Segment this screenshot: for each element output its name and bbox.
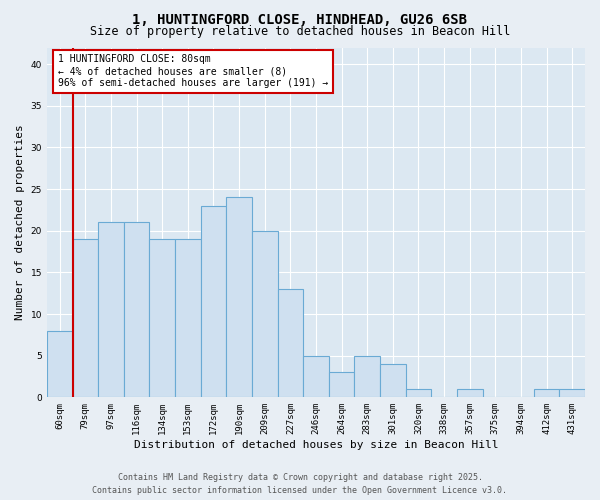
Bar (175, 239, 200, 398)
Text: Size of property relative to detached houses in Beacon Hill: Size of property relative to detached ho… (90, 25, 510, 38)
Bar (47, 330, 73, 398)
Bar (355, 356, 380, 398)
Bar (200, 206, 226, 398)
Bar (303, 356, 329, 398)
Bar (457, 389, 482, 398)
Bar (406, 389, 431, 398)
Bar (278, 289, 303, 398)
Bar (380, 364, 406, 398)
Text: 1, HUNTINGFORD CLOSE, HINDHEAD, GU26 6SB: 1, HUNTINGFORD CLOSE, HINDHEAD, GU26 6SB (133, 12, 467, 26)
X-axis label: Distribution of detached houses by size in Beacon Hill: Distribution of detached houses by size … (134, 440, 498, 450)
Bar (149, 239, 175, 398)
Bar (329, 372, 355, 398)
Bar (98, 222, 124, 398)
Text: Contains HM Land Registry data © Crown copyright and database right 2025.
Contai: Contains HM Land Registry data © Crown c… (92, 473, 508, 495)
Text: 1 HUNTINGFORD CLOSE: 80sqm
← 4% of detached houses are smaller (8)
96% of semi-d: 1 HUNTINGFORD CLOSE: 80sqm ← 4% of detac… (58, 54, 328, 88)
Bar (226, 198, 252, 398)
Bar (124, 222, 149, 398)
Y-axis label: Number of detached properties: Number of detached properties (15, 124, 25, 320)
Bar (252, 230, 278, 398)
Bar (73, 239, 98, 398)
Bar (559, 389, 585, 398)
Bar (534, 389, 559, 398)
